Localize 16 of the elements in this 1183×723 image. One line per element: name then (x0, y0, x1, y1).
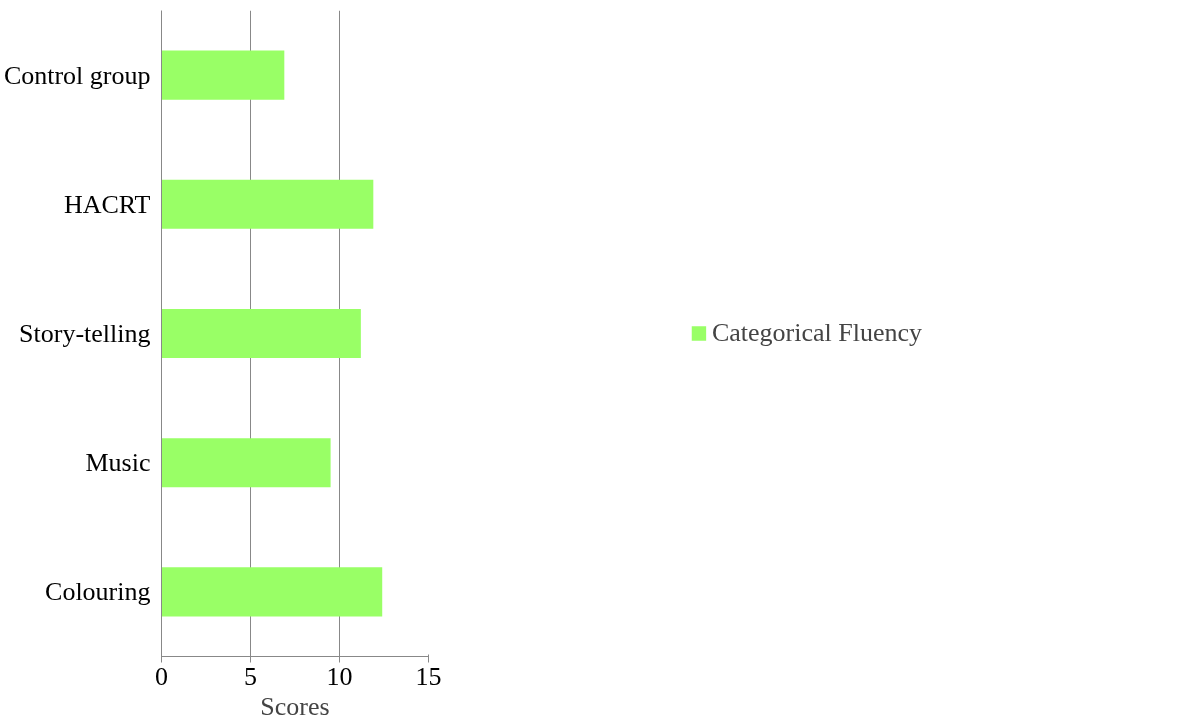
legend-label: Categorical Fluency (711, 318, 923, 348)
bar (161, 179, 374, 229)
bar (161, 567, 383, 617)
y-tick-label: Control group (3, 60, 151, 90)
x-axis-title: Scores (260, 691, 330, 721)
x-tick-label: 5 (244, 661, 257, 691)
bar (161, 308, 361, 359)
y-tick-label: Music (85, 448, 151, 478)
x-tick-label: 10 (326, 661, 353, 691)
y-tick-label: HACRT (63, 189, 151, 219)
x-tick-label: 15 (415, 661, 442, 691)
x-tick-label: 0 (155, 661, 168, 691)
y-tick-label: Story-telling (19, 319, 151, 348)
bar (161, 438, 331, 488)
bar (161, 50, 285, 100)
y-tick-label: Colouring (45, 577, 151, 607)
